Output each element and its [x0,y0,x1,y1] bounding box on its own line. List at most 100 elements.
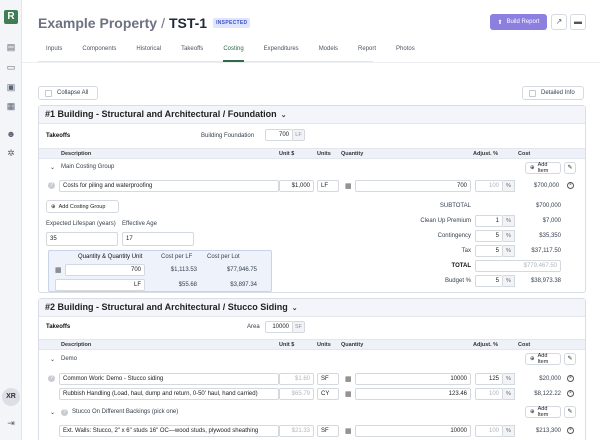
item-description-input[interactable]: Ext. Walls: Stucco, 2" x 6" studs 16" OC… [59,425,279,437]
adjust-input[interactable]: 100 [475,425,503,437]
tab-expenditures[interactable]: Expenditures [263,46,299,52]
tab-components[interactable]: Components [82,46,117,52]
effective-age-input[interactable]: 17 [122,232,194,246]
external-link-button[interactable]: ↗ [551,14,567,30]
chevron-down-icon[interactable]: ⌄ [291,305,298,312]
adjust-input[interactable]: 125 [475,373,503,385]
adjust-input[interactable]: 100 [475,180,503,192]
chevron-down-icon[interactable]: ⌄ [50,357,56,363]
title-separator: / [161,15,165,31]
remove-item-icon[interactable]: × [567,390,574,397]
units-select[interactable]: CY [317,388,339,400]
calculator-icon[interactable]: ▦ [55,267,62,274]
archive-icon[interactable]: ▭ [6,62,16,72]
chevron-down-icon[interactable]: ⌄ [50,165,56,171]
info-icon[interactable]: ? [48,375,55,382]
qt-cost-lot-1: $77,946.75 [226,267,257,273]
qt-cost-lf-2: $55.68 [178,282,197,288]
people-icon[interactable]: ☻ [6,129,16,139]
units-select[interactable]: SF [317,373,339,385]
add-item-button[interactable]: ⊕ Add Item [525,162,561,174]
add-item-button[interactable]: ⊕ Add Item [525,406,561,418]
info-icon[interactable]: ? [48,182,55,189]
takeoff-name: Building Foundation [201,133,255,139]
item-description-input[interactable]: Common Work: Demo - Stucco siding [59,373,279,385]
collapse-checkbox[interactable] [45,89,52,97]
qt-unit-select[interactable]: LF [55,279,145,291]
adjust-input[interactable]: 100 [475,388,503,400]
col-units: Units [317,151,331,157]
quantity-input[interactable]: 10000 [355,425,471,437]
document-icon[interactable]: ▤ [6,42,16,52]
qt-header-cost-lot: Cost per Lot [207,254,240,260]
contingency-value: $35,350 [539,233,561,239]
remove-item-icon[interactable]: × [567,182,574,189]
budget-pct-input[interactable]: 5 [475,275,503,287]
tab-models[interactable]: Models [318,46,339,52]
info-icon[interactable]: ? [61,409,68,416]
tab-historical[interactable]: Historical [136,46,162,52]
quantity-input[interactable]: 700 [355,180,471,192]
calculator-icon[interactable]: ▦ [345,376,352,383]
tab-costing[interactable]: Costing [223,42,244,62]
cleanup-label: Clean Up Premium [420,218,471,224]
tab-photos[interactable]: Photos [396,46,415,52]
add-costing-group-button[interactable]: ⊕ Add Costing Group [46,200,119,213]
unit-price-input[interactable]: $1.60 [279,373,314,385]
pencil-icon: ✎ [567,165,573,171]
edit-group-button[interactable]: ✎ [564,162,576,174]
avatar[interactable]: XR [2,388,20,406]
takeoff-value-input[interactable]: 10000 [265,321,293,333]
total-value: $779,467.50 [475,260,561,272]
remove-item-icon[interactable]: × [567,375,574,382]
takeoff-value-input[interactable]: 700 [265,129,293,141]
tax-value: $37,117.50 [531,248,561,254]
unit-price-input[interactable]: $21.33 [279,425,314,437]
percent-unit: % [503,230,515,242]
tab-bar: Inputs Components Historical Takeoffs Co… [38,42,415,62]
logo[interactable]: R [4,10,18,24]
tax-pct-input[interactable]: 5 [475,245,503,257]
calculator-icon[interactable]: ▦ [345,391,352,398]
grid-icon[interactable]: ▦ [6,101,16,111]
add-item-label: Add Item [537,162,549,174]
cleanup-pct-input[interactable]: 1 [475,215,503,227]
calculator-icon[interactable]: ▦ [345,183,352,190]
section-header[interactable]: #2 Building - Structural and Architectur… [39,299,585,317]
box-icon[interactable]: ▣ [6,82,16,92]
lifespan-input[interactable]: 35 [46,232,118,246]
settings-icon[interactable]: ✲ [7,148,15,158]
remove-item-icon[interactable]: × [567,427,574,434]
comments-button[interactable]: ▬ [570,14,586,30]
unit-price-input[interactable]: $1,000 [279,180,314,192]
qt-quantity-input[interactable]: 700 [65,264,145,276]
tab-takeoffs[interactable]: Takeoffs [181,46,204,52]
calculator-icon[interactable]: ▦ [345,428,352,435]
chevron-down-icon[interactable]: ⌄ [50,410,56,416]
edit-group-button[interactable]: ✎ [564,353,576,365]
pencil-icon: ✎ [567,356,573,362]
build-report-button[interactable]: ⬆ Build Report [490,14,547,30]
edit-group-button[interactable]: ✎ [564,406,576,418]
quantity-input[interactable]: 123.46 [355,388,471,400]
item-description-input[interactable]: Rubbish Handling (Load, haul, dump and r… [59,388,279,400]
property-name[interactable]: Example Property [38,15,158,31]
quantity-cost-table: Quantity & Quantity Unit Cost per LF Cos… [48,250,272,292]
tab-inputs[interactable]: Inputs [46,46,63,52]
plus-icon: ⊕ [530,165,535,171]
unit-price-input[interactable]: $65.79 [279,388,314,400]
contingency-pct-input[interactable]: 5 [475,230,503,242]
units-select[interactable]: SF [317,425,339,437]
tax-label: Tax [461,248,471,254]
item-description-input[interactable]: Costs for piling and waterproofing [59,180,279,192]
add-item-button[interactable]: ⊕ Add Item [525,353,561,365]
quantity-input[interactable]: 10000 [355,373,471,385]
detailed-info-checkbox[interactable] [529,89,536,97]
units-select[interactable]: LF [317,180,339,192]
chevron-down-icon[interactable]: ⌄ [280,112,287,119]
section-header[interactable]: #1 Building - Structural and Architectur… [39,106,585,124]
collapse-all-button[interactable]: Collapse All [38,86,98,100]
detailed-info-toggle[interactable]: Detailed Info [522,86,584,100]
logout-icon[interactable]: ⇥ [7,418,15,428]
tab-report[interactable]: Report [358,46,377,52]
